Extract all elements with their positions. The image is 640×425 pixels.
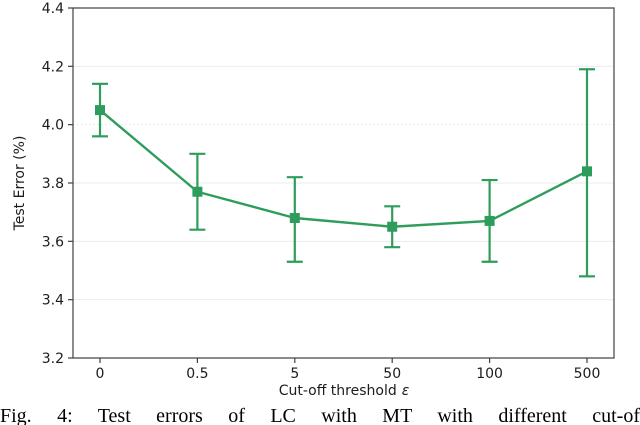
data-point-marker xyxy=(192,186,203,197)
y-tick-label: 4.4 xyxy=(42,1,64,17)
x-tick-label: 5 xyxy=(290,366,299,382)
data-point-marker xyxy=(387,221,398,232)
data-point-marker xyxy=(484,215,495,226)
series-line xyxy=(99,109,588,228)
data-point-marker xyxy=(289,213,300,223)
line-chart: 3.2 3.4 3.6 3.8 4.0 4.2 4.4 0 0.5 5 50 100 500 xyxy=(42,1,615,382)
x-tick-label: 0 xyxy=(96,366,105,382)
y-tick-label: 3.2 xyxy=(42,351,64,367)
x-tick-label: 100 xyxy=(476,366,503,382)
data-point-marker xyxy=(95,105,105,116)
epsilon-symbol: ε xyxy=(401,383,410,399)
y-tick-label: 3.6 xyxy=(42,234,64,250)
y-tick-label: 3.8 xyxy=(42,176,64,192)
x-tick-label: 500 xyxy=(574,366,601,382)
x-tick-label: 50 xyxy=(383,366,401,382)
x-tick-label: 0.5 xyxy=(186,366,208,382)
x-axis-label-text: Cut-off threshold xyxy=(278,383,397,399)
y-tick-label: 4.0 xyxy=(42,118,64,134)
data-point-marker xyxy=(582,166,592,177)
figure-caption: Fig. 4: Test errors of LC with MT with d… xyxy=(0,405,640,425)
x-axis-label: Cut-off threshold ε xyxy=(279,383,410,399)
y-axis-label: Test Error (%) xyxy=(12,135,28,231)
y-tick-label: 4.2 xyxy=(42,59,64,75)
y-tick-label: 3.4 xyxy=(42,293,64,309)
